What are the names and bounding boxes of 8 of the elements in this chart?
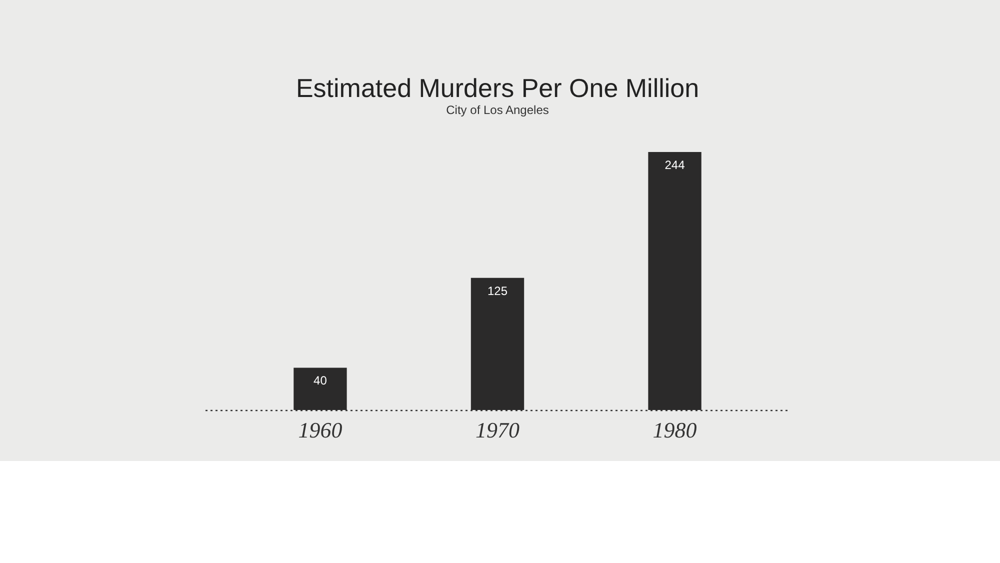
data-label: 125 (487, 284, 508, 298)
data-label: 244 (664, 158, 686, 172)
data-label: 40 (314, 374, 328, 388)
x-tick-label: 1980 (652, 418, 697, 442)
x-tick-label: 1970 (476, 418, 520, 442)
chart-subtitle: City of Los Angeles (446, 103, 549, 117)
chart-title: Estimated Murders Per One Million (296, 73, 700, 103)
x-tick-label: 1960 (298, 418, 342, 442)
